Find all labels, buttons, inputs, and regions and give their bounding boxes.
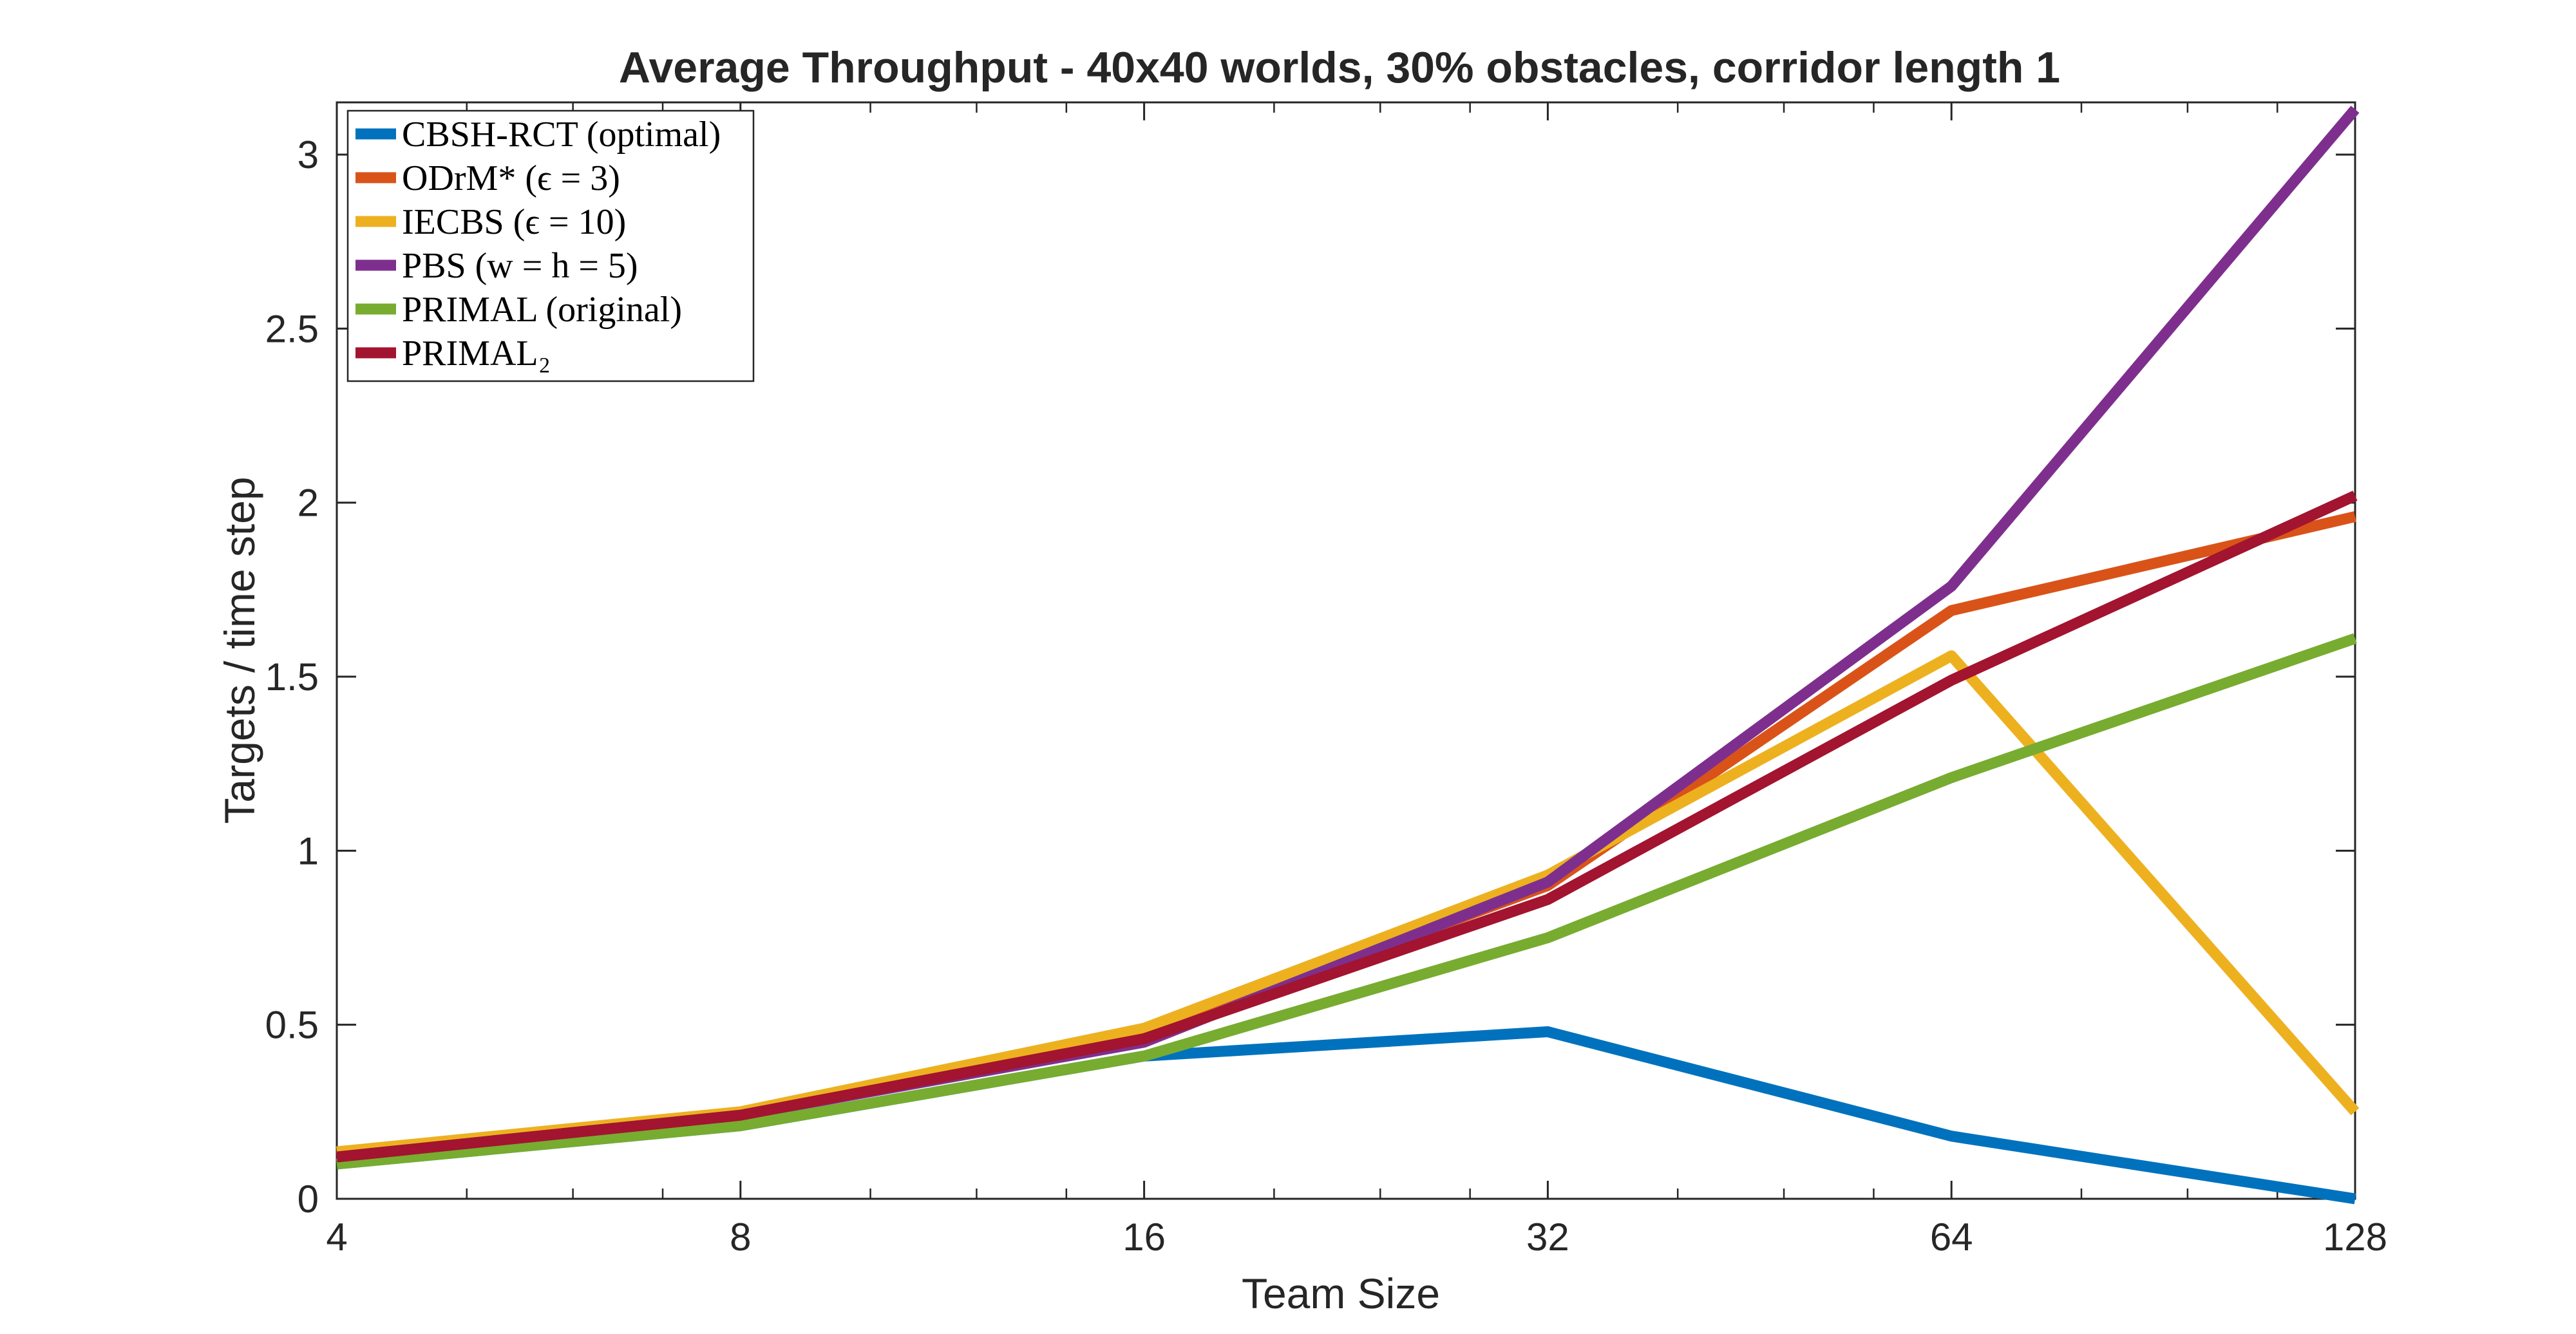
y-tick-label: 2 bbox=[298, 482, 319, 525]
legend-label-5: PRIMAL₂ bbox=[402, 334, 551, 373]
y-tick-label: 0 bbox=[298, 1178, 319, 1221]
legend-label-0: CBSH-RCT (optimal) bbox=[402, 115, 721, 155]
x-axis-label: Team Size bbox=[1242, 1270, 1440, 1317]
y-axis-label: Targets / time step bbox=[216, 476, 263, 823]
y-tick-label: 0.5 bbox=[265, 1004, 319, 1047]
legend-label-1: ODrM* (ϵ = 3) bbox=[402, 158, 620, 198]
y-tick-label: 2.5 bbox=[265, 307, 319, 350]
legend-label-4: PRIMAL (original) bbox=[402, 290, 682, 330]
x-tick-label: 64 bbox=[1930, 1216, 1973, 1259]
chart-title: Average Throughput - 40x40 worlds, 30% o… bbox=[619, 43, 2060, 92]
y-tick-label: 1.5 bbox=[265, 655, 319, 699]
y-tick-label: 3 bbox=[298, 133, 319, 176]
x-tick-label: 8 bbox=[730, 1216, 751, 1259]
legend-box bbox=[346, 109, 755, 382]
x-tick-label: 16 bbox=[1122, 1216, 1166, 1259]
y-tick-label: 1 bbox=[298, 829, 319, 872]
series-line-4 bbox=[336, 633, 2357, 1170]
legend-label-2: IECBS (ϵ = 10) bbox=[402, 202, 626, 242]
x-tick-label: 4 bbox=[326, 1216, 347, 1259]
legend-label-3: PBS (w = h = 5) bbox=[402, 246, 638, 286]
x-tick-label: 128 bbox=[2323, 1216, 2387, 1259]
series-line-5 bbox=[336, 491, 2358, 1163]
x-tick-label: 32 bbox=[1526, 1216, 1569, 1259]
